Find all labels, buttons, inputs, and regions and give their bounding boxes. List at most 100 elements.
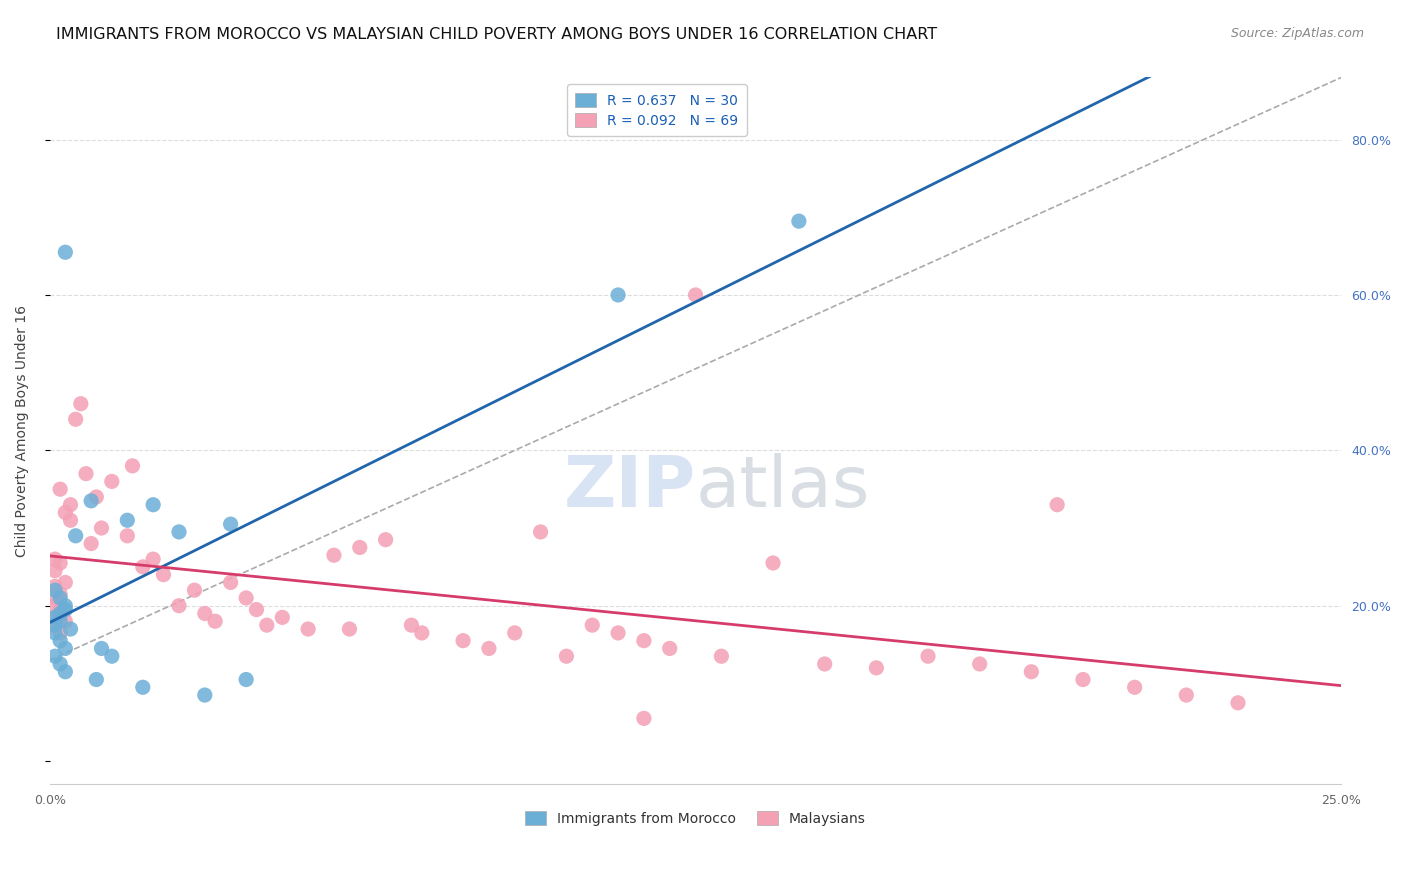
Point (117, 513, 139, 527)
Point (271, 610, 294, 624)
Point (59, 513, 82, 527)
Point (53, 599, 76, 613)
Point (235, 673, 257, 687)
Point (167, 524, 190, 539)
Point (297, 622, 319, 636)
Point (685, 288, 707, 302)
Point (339, 622, 361, 636)
Point (121, 458, 143, 473)
Point (53, 506, 76, 520)
Point (49, 657, 72, 671)
Point (633, 633, 655, 648)
Point (411, 626, 433, 640)
Text: Source: ZipAtlas.com: Source: ZipAtlas.com (1230, 27, 1364, 40)
Point (132, 681, 155, 695)
Point (59, 622, 82, 636)
Point (581, 618, 603, 632)
Point (44, 618, 66, 632)
Point (86, 673, 108, 687)
Point (53, 641, 76, 656)
Point (152, 567, 174, 582)
Point (607, 288, 630, 302)
Point (658, 641, 681, 656)
Point (256, 618, 278, 632)
Point (1175, 688, 1198, 702)
Point (167, 599, 190, 613)
Point (374, 533, 396, 547)
Point (65, 412, 87, 426)
Point (49, 602, 72, 616)
Point (44, 618, 66, 632)
Point (49, 607, 72, 621)
Point (44, 591, 66, 605)
Point (53, 614, 76, 628)
Point (349, 541, 371, 555)
Point (90, 641, 112, 656)
Text: atlas: atlas (696, 453, 870, 522)
Point (49, 591, 72, 605)
Point (80, 536, 103, 550)
Point (44, 564, 66, 578)
Point (44, 610, 66, 624)
Point (142, 552, 165, 566)
Text: IMMIGRANTS FROM MOROCCO VS MALAYSIAN CHILD POVERTY AMONG BOYS UNDER 16 CORRELATI: IMMIGRANTS FROM MOROCCO VS MALAYSIAN CHI… (56, 27, 938, 42)
Point (65, 529, 87, 543)
Point (607, 626, 630, 640)
Point (53, 245, 76, 260)
Point (44, 583, 66, 598)
Point (219, 517, 242, 532)
Point (401, 618, 423, 632)
Point (69, 397, 91, 411)
Legend: Immigrants from Morocco, Malaysians: Immigrants from Morocco, Malaysians (517, 803, 875, 834)
Point (1123, 681, 1146, 695)
Point (633, 711, 655, 725)
Point (80, 493, 103, 508)
Point (183, 583, 205, 598)
Point (44, 552, 66, 566)
Point (917, 649, 939, 664)
Point (53, 602, 76, 616)
Point (49, 587, 72, 601)
Point (323, 548, 346, 562)
Point (75, 467, 97, 481)
Point (90, 521, 112, 535)
Point (194, 688, 217, 702)
Point (194, 607, 217, 621)
Point (49, 556, 72, 570)
Point (1071, 673, 1094, 687)
Point (814, 657, 837, 671)
Point (53, 665, 76, 679)
Point (49, 633, 72, 648)
Point (49, 614, 72, 628)
Point (44, 626, 66, 640)
Point (49, 626, 72, 640)
Point (503, 626, 526, 640)
Point (1046, 498, 1069, 512)
Point (865, 661, 887, 675)
Y-axis label: Child Poverty Among Boys Under 16: Child Poverty Among Boys Under 16 (15, 305, 30, 557)
Point (49, 607, 72, 621)
Point (1226, 696, 1249, 710)
Point (59, 498, 82, 512)
Point (451, 633, 474, 648)
Point (132, 560, 155, 574)
Point (529, 524, 551, 539)
Point (44, 649, 66, 664)
Point (219, 575, 242, 590)
Point (44, 610, 66, 624)
Point (142, 498, 165, 512)
Point (787, 214, 810, 228)
Point (44, 599, 66, 613)
Point (44, 579, 66, 593)
Point (235, 591, 257, 605)
Point (478, 641, 501, 656)
Point (53, 575, 76, 590)
Point (86, 490, 108, 504)
Point (710, 649, 733, 664)
Point (762, 556, 785, 570)
Point (117, 529, 139, 543)
Point (101, 475, 124, 489)
Point (49, 482, 72, 496)
Point (204, 614, 226, 628)
Point (1021, 665, 1043, 679)
